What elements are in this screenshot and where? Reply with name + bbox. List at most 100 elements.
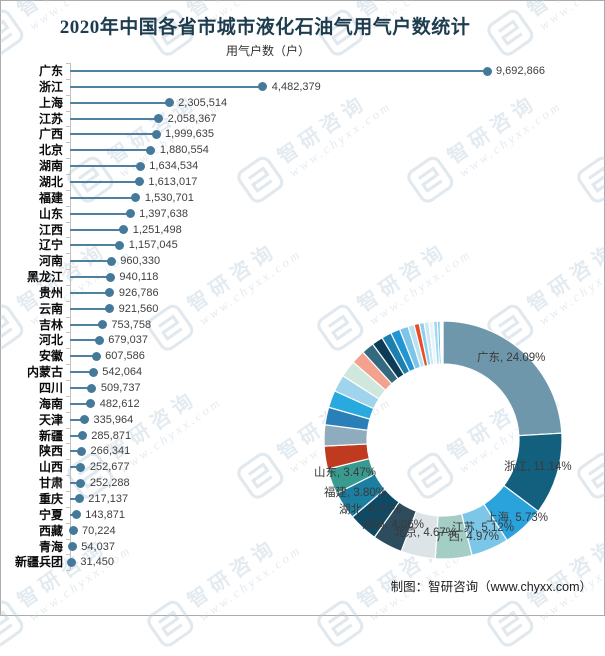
lollipop-dot[interactable] bbox=[105, 304, 115, 314]
lollipop-stem[interactable] bbox=[70, 117, 159, 120]
bar-row: 山西 252,677 bbox=[0, 459, 605, 475]
bar-row: 新疆兵团 31,450 bbox=[0, 554, 605, 570]
lollipop-bar-chart: 广东 9,692,866 浙江 4,482,379 上海 2,305,514 江苏 2,058… bbox=[0, 63, 605, 572]
lollipop-dot[interactable] bbox=[135, 161, 145, 171]
lollipop-stem[interactable] bbox=[70, 101, 170, 104]
bar-row: 江苏 2,058,367 bbox=[0, 111, 605, 127]
lollipop-dot[interactable] bbox=[71, 510, 81, 520]
lollipop-stem[interactable] bbox=[70, 371, 94, 374]
category-label: 广东 bbox=[38, 64, 63, 78]
lollipop-stem[interactable] bbox=[70, 355, 97, 358]
lollipop-stem[interactable] bbox=[70, 149, 151, 152]
credit-footer: 制图：智研咨询（www.chyxx.com） bbox=[390, 580, 592, 594]
lollipop-dot[interactable] bbox=[105, 288, 115, 298]
lollipop-stem[interactable] bbox=[70, 212, 131, 215]
category-label: 内蒙古 bbox=[26, 365, 63, 380]
category-label: 云南 bbox=[38, 301, 63, 316]
lollipop-stem[interactable] bbox=[70, 196, 136, 199]
lollipop-dot[interactable] bbox=[151, 129, 161, 139]
page-title: 2020年中国各省市城市液化石油气用气户数统计 bbox=[59, 17, 471, 38]
bar-row: 吉林 753,758 bbox=[0, 317, 605, 333]
lollipop-stem[interactable] bbox=[70, 133, 156, 136]
lollipop-stem[interactable] bbox=[70, 228, 124, 231]
lollipop-dot[interactable] bbox=[87, 383, 97, 393]
lollipop-dot[interactable] bbox=[94, 335, 104, 345]
value-label: 285,871 bbox=[91, 429, 132, 442]
category-label: 黑龙江 bbox=[26, 270, 63, 284]
chart-subtitle: 用气户数（户） bbox=[225, 44, 310, 58]
category-label: 上海 bbox=[38, 95, 63, 110]
bar-row: 甘肃 252,288 bbox=[0, 475, 605, 491]
lollipop-stem[interactable] bbox=[70, 307, 110, 310]
lollipop-stem[interactable] bbox=[70, 85, 263, 88]
value-label: 1,999,635 bbox=[165, 128, 214, 141]
lollipop-dot[interactable] bbox=[97, 320, 107, 330]
lollipop-stem[interactable] bbox=[70, 339, 100, 342]
donut-label: 广西, 4.97% bbox=[437, 531, 499, 543]
value-label: 1,880,554 bbox=[159, 144, 209, 157]
y-axis-line bbox=[70, 63, 71, 571]
category-label: 吉林 bbox=[38, 317, 63, 332]
bar-row: 福建 1,530,701 bbox=[0, 190, 605, 206]
category-label: 贵州 bbox=[38, 285, 63, 300]
lollipop-dot[interactable] bbox=[119, 225, 129, 234]
lollipop-dot[interactable] bbox=[66, 557, 76, 567]
lollipop-dot[interactable] bbox=[106, 256, 116, 266]
lollipop-dot[interactable] bbox=[146, 145, 156, 155]
lollipop-dot[interactable] bbox=[74, 494, 84, 504]
value-label: 4,482,379 bbox=[271, 80, 321, 93]
bar-row: 贵州 926,786 bbox=[0, 285, 605, 301]
lollipop-stem[interactable] bbox=[70, 402, 91, 405]
lollipop-dot[interactable] bbox=[258, 82, 268, 92]
lollipop-stem[interactable] bbox=[70, 165, 141, 168]
bar-row: 青海 54,037 bbox=[0, 539, 605, 555]
lollipop-stem[interactable] bbox=[70, 466, 81, 469]
lollipop-dot[interactable] bbox=[76, 478, 86, 488]
lollipop-dot[interactable] bbox=[115, 240, 125, 250]
lollipop-dot[interactable] bbox=[76, 462, 86, 472]
donut-slice[interactable] bbox=[442, 320, 563, 437]
lollipop-dot[interactable] bbox=[131, 193, 141, 203]
category-label: 河南 bbox=[38, 254, 63, 269]
lollipop-stem[interactable] bbox=[70, 70, 487, 72]
lollipop-stem[interactable] bbox=[70, 260, 112, 263]
value-label: 1,397,638 bbox=[139, 207, 189, 220]
lollipop-dot[interactable] bbox=[80, 415, 89, 425]
lollipop-dot[interactable] bbox=[86, 399, 96, 409]
lollipop-stem[interactable] bbox=[70, 482, 81, 485]
lollipop-dot[interactable] bbox=[482, 66, 492, 76]
lollipop-stem[interactable] bbox=[70, 434, 83, 437]
lollipop-dot[interactable] bbox=[105, 272, 115, 282]
category-label: 天津 bbox=[38, 412, 63, 427]
lollipop-stem[interactable] bbox=[70, 387, 92, 389]
value-label: 266,341 bbox=[90, 445, 131, 458]
bar-row: 宁夏 143,871 bbox=[0, 507, 605, 523]
lollipop-stem[interactable] bbox=[70, 291, 110, 294]
lollipop-stem[interactable] bbox=[70, 418, 85, 421]
lollipop-stem[interactable] bbox=[70, 180, 140, 183]
lollipop-stem[interactable] bbox=[70, 276, 111, 278]
lollipop-dot[interactable] bbox=[154, 114, 164, 123]
lollipop-dot[interactable] bbox=[134, 177, 144, 187]
category-label: 新疆 bbox=[38, 428, 63, 443]
category-label: 北京 bbox=[38, 143, 63, 158]
donut-slice[interactable] bbox=[441, 320, 444, 365]
y-axis-tick bbox=[66, 411, 70, 413]
lollipop-stem[interactable] bbox=[70, 244, 120, 247]
lollipop-dot[interactable] bbox=[77, 446, 86, 456]
lollipop-stem[interactable] bbox=[70, 323, 103, 326]
lollipop-dot[interactable] bbox=[164, 98, 174, 108]
value-label: 54,037 bbox=[81, 540, 115, 553]
lollipop-dot[interactable] bbox=[67, 542, 77, 551]
y-axis-tick bbox=[66, 443, 70, 445]
lollipop-dot[interactable] bbox=[91, 351, 101, 361]
lollipop-dot[interactable] bbox=[88, 367, 98, 377]
lollipop-stem[interactable] bbox=[70, 450, 82, 453]
lollipop-dot[interactable] bbox=[125, 209, 135, 219]
value-label: 252,288 bbox=[89, 477, 130, 490]
lollipop-dot[interactable] bbox=[68, 526, 78, 536]
lollipop-stem[interactable] bbox=[70, 497, 80, 500]
y-axis-tick bbox=[66, 538, 70, 540]
lollipop-dot[interactable] bbox=[77, 431, 87, 441]
bar-row: 辽宁 1,157,045 bbox=[0, 237, 605, 253]
